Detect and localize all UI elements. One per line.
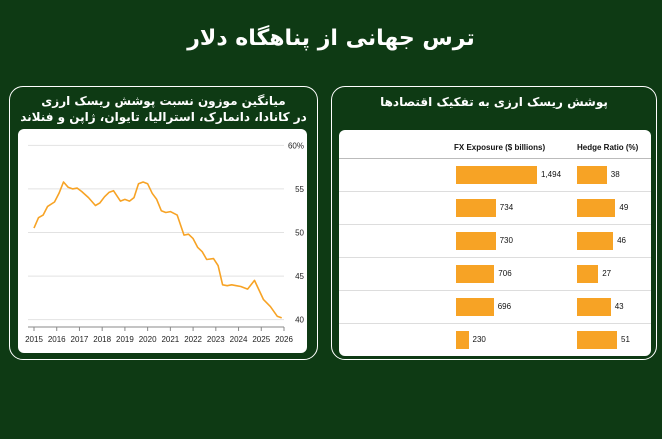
hedge-ratio-bar: [577, 297, 611, 316]
x-tick-label: 2017: [71, 335, 89, 344]
hedge-ratio-value: 27: [602, 268, 612, 278]
hedge-ratio-value: 46: [617, 235, 626, 245]
bar-table-box: FX Exposure ($ billions) Hedge Ratio (%)…: [339, 130, 651, 356]
left-panel-title-line1: میانگین موزون نسبت پوشش ریسک ارزی: [41, 94, 286, 108]
y-tick-label: 50: [295, 229, 304, 238]
right-panel-title: پوشش ریسک ارزی به تفکیک اقتصادها: [380, 95, 608, 109]
y-tick-label: 40: [295, 316, 304, 325]
left-panel-title-line2: در کانادا، دانمارک، استرالیا، تایوان، ژا…: [20, 110, 307, 124]
hedge-ratio-value: 38: [610, 169, 620, 179]
fx-exposure-bar: [456, 330, 469, 349]
x-tick-label: 2025: [252, 335, 270, 344]
fx-exposure-value: 230: [472, 334, 486, 344]
x-tick-label: 2015: [25, 335, 43, 344]
hedge-ratio-value: 43: [614, 301, 624, 311]
fx-exposure-bar: [456, 198, 496, 217]
hedge-ratio-bar: [577, 264, 599, 283]
row-divider: [339, 290, 651, 291]
y-tick-label: 45: [295, 272, 304, 281]
fx-exposure-value: 696: [497, 301, 512, 311]
right-panel: پوشش ریسک ارزی به تفکیک اقتصادها: [331, 86, 657, 360]
hedge-ratio-line: [33, 181, 282, 319]
x-tick-label: 2019: [116, 335, 134, 344]
hedge-ratio-value: 49: [619, 202, 629, 212]
x-tick-label: 2021: [161, 335, 179, 344]
line-chart: 60% 55 50 45 40 2015 2016 2017 2018 2019 2020 2021 2…: [25, 141, 304, 344]
x-tick-label: 2023: [207, 335, 225, 344]
hedge-ratio-bar: [577, 165, 607, 184]
header-divider: [339, 158, 651, 159]
y-tick-label: 60%: [288, 141, 304, 150]
row-divider: [339, 224, 651, 225]
fx-exposure-bar: [456, 297, 494, 316]
left-panel: میانگین موزون نسبت پوشش ریسک ارزی در کان…: [9, 86, 318, 360]
line-chart-box: 60% 55 50 45 40 2015 2016 2017 2018 2019 2020 2021 2…: [18, 129, 307, 353]
fx-exposure-bar: [456, 231, 496, 250]
x-tick-label: 2020: [139, 335, 157, 344]
x-tick-label: 2026: [275, 335, 293, 344]
fx-exposure-value: 730: [499, 235, 513, 245]
hedge-ratio-value: 51: [621, 334, 630, 344]
header-hedge-ratio: Hedge Ratio (%): [577, 143, 639, 152]
hedge-ratio-bar: [577, 198, 616, 217]
hedge-ratio-bar: [577, 330, 617, 349]
x-tick-label: 2022: [184, 335, 202, 344]
row-divider: [339, 323, 651, 324]
header-fx-exposure: FX Exposure ($ billions): [454, 143, 546, 152]
row-divider: [339, 257, 651, 258]
x-tick-label: 2016: [48, 335, 66, 344]
x-tick-label: 2024: [230, 335, 248, 344]
fx-exposure-value: 1,494: [541, 169, 562, 179]
hedge-ratio-bar: [577, 231, 614, 250]
fx-exposure-value: 734: [499, 202, 514, 212]
y-tick-label: 55: [295, 185, 304, 194]
fx-exposure-value: 706: [498, 268, 512, 278]
x-tick-label: 2018: [93, 335, 111, 344]
main-title: ترس جهانی از پناهگاه دلار: [187, 26, 475, 51]
row-divider: [339, 191, 651, 192]
fx-exposure-bar: [456, 264, 495, 283]
fx-exposure-bar: [456, 165, 537, 184]
